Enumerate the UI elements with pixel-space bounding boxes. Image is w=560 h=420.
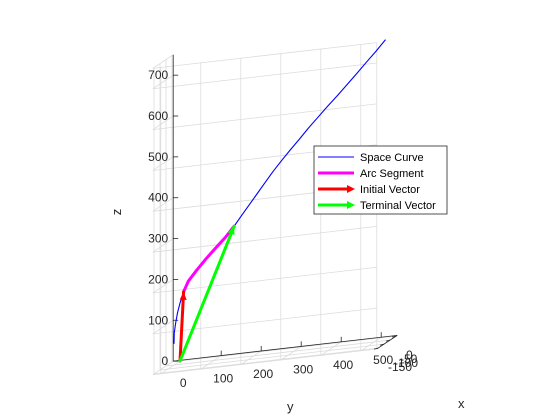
gridline-y	[160, 359, 182, 375]
gridline-z	[152, 115, 174, 130]
x-tick-mark	[391, 335, 397, 338]
gridline-z	[152, 266, 377, 294]
gridline-z	[152, 360, 174, 376]
y-tick-label: 500	[373, 353, 393, 367]
legend-label-space-curve: Space Curve	[360, 152, 424, 164]
x-axis-line	[376, 335, 398, 350]
x-axis-label: x	[458, 396, 465, 411]
z-axis-label: z	[109, 209, 124, 216]
y-tick-label: 200	[253, 367, 273, 381]
pane-edge	[152, 54, 174, 69]
z-tick-label: 300	[148, 232, 168, 246]
y-tick-label: 0	[180, 376, 187, 390]
gridline-z	[152, 74, 174, 90]
z-tick-label: 400	[148, 191, 168, 205]
gridline-y	[360, 336, 382, 352]
gridline-x	[159, 343, 385, 371]
gridline-z	[152, 238, 174, 253]
gridline-y	[320, 341, 342, 356]
x-tick-label: -150	[388, 360, 412, 374]
legend-arrowhead-terminal-vector	[347, 201, 355, 209]
legend-label-terminal-vector: Terminal Vector	[360, 200, 436, 212]
legend-arrowhead-initial-vector	[347, 185, 355, 193]
z-tick-label: 700	[148, 68, 168, 82]
gridline-z	[152, 279, 174, 294]
legend: Space Curve Arc Segment Initial Vector Term…	[313, 145, 448, 215]
legend-label-initial-vector: Initial Vector	[360, 184, 420, 196]
x-tick-label: -50	[400, 352, 418, 366]
gridline-z	[152, 348, 377, 376]
gridline-y	[240, 350, 262, 365]
initial-vector-line	[178, 290, 186, 363]
terminal-vector-arrowhead	[227, 226, 235, 235]
z-tick-label: 600	[148, 109, 168, 123]
legend-label-arc-segment: Arc Segment	[360, 168, 424, 180]
gridline-y	[200, 355, 222, 370]
x-tick-mark	[385, 339, 391, 342]
x-tick-label: 0	[406, 348, 413, 362]
gridline-x	[171, 335, 397, 363]
gridline-z	[152, 197, 174, 212]
gridline-x	[153, 347, 379, 375]
gridline-y	[280, 346, 302, 361]
y-axis-label: y	[287, 399, 294, 414]
initial-vector-arrowhead	[179, 291, 187, 300]
x-tick-mark	[373, 347, 379, 350]
z-tick-label: 100	[148, 313, 168, 327]
y-axis-line	[173, 334, 398, 362]
gridline-z	[152, 103, 377, 131]
z-tick-label: 0	[162, 354, 169, 368]
gridline-z	[152, 62, 377, 90]
gridline-z	[152, 319, 174, 335]
x-tick-label: -100	[394, 356, 418, 370]
gridline-x	[165, 339, 391, 367]
x-tick-mark	[379, 343, 385, 346]
terminal-vector-line	[178, 224, 236, 363]
y-tick-label: 300	[293, 362, 313, 376]
series-layer	[173, 39, 386, 363]
z-tick-label: 200	[148, 272, 168, 286]
arc-segment-line	[182, 224, 236, 294]
gridline-z	[152, 307, 377, 335]
z-tick-label: 500	[148, 150, 168, 164]
y-tick-label: 400	[333, 358, 353, 372]
gridline-z	[152, 226, 377, 253]
pane-edge	[152, 42, 377, 69]
gridline-z	[152, 156, 174, 171]
y-tick-label: 100	[213, 372, 233, 386]
